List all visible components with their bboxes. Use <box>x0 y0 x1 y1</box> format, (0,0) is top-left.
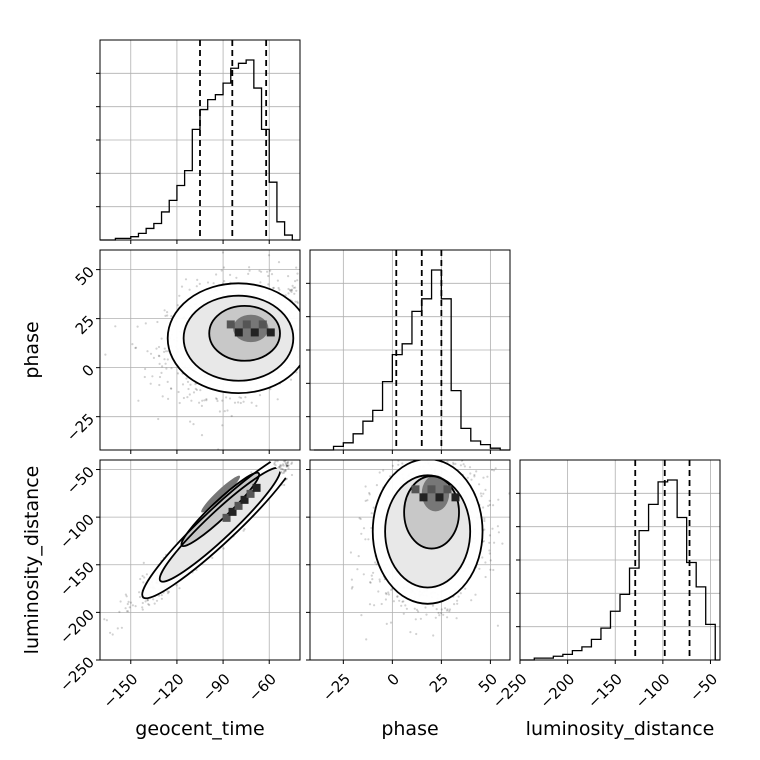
joint-panel-phase_vs_geocent_time <box>96 249 301 454</box>
histogram-phase <box>313 269 510 451</box>
xtick-label-luminosity_distance: −200 <box>537 670 579 712</box>
density-pixel <box>228 507 237 516</box>
xtick-label-geocent_time: −60 <box>245 670 280 705</box>
density-pixel <box>252 483 261 492</box>
contour-line-1 <box>182 294 295 382</box>
xtick-label-phase: −25 <box>319 670 354 705</box>
hist-panel-luminosity_distance <box>516 459 721 664</box>
contour-line-0 <box>371 460 484 605</box>
ytick-label-phase: 50 <box>72 263 98 289</box>
density-pixel <box>234 328 243 337</box>
xtick-label-luminosity_distance: −250 <box>489 670 531 712</box>
density-pixel <box>246 489 255 498</box>
xtick-label-geocent_time: −150 <box>100 670 142 712</box>
panel-frame <box>309 249 511 451</box>
density-pixel <box>242 320 251 329</box>
ytick-label-luminosity_distance: −200 <box>56 606 98 648</box>
density-fill <box>159 467 281 582</box>
xlabel-geocent_time: geocent_time <box>135 718 264 740</box>
density-pixel <box>234 501 243 510</box>
density-pixel <box>427 485 436 494</box>
contour-line-0 <box>166 282 300 395</box>
density-pixel <box>266 328 275 337</box>
contour-line-2 <box>208 304 281 362</box>
density-core <box>201 475 241 513</box>
ytick-label-phase: 0 <box>79 361 98 380</box>
ytick-label-luminosity_distance: −250 <box>56 653 98 695</box>
contour-line-1 <box>384 474 472 589</box>
hist-panel-phase <box>306 249 511 454</box>
ytick-label-phase: 25 <box>72 312 98 338</box>
density-pixel <box>226 320 235 329</box>
ytick-label-luminosity_distance: −150 <box>56 558 98 600</box>
density-pixel <box>435 493 444 502</box>
density-pixel <box>451 493 460 502</box>
density-pixel <box>443 485 452 494</box>
density-pixel <box>222 513 231 522</box>
density-pixel <box>240 495 249 504</box>
xtick-label-luminosity_distance: −150 <box>584 670 626 712</box>
ylabel-luminosity_distance: luminosity_distance <box>21 466 43 655</box>
ytick-label-luminosity_distance: −50 <box>63 463 98 498</box>
panel-frame <box>99 249 301 451</box>
xtick-label-geocent_time: −120 <box>146 670 188 712</box>
xtick-label-phase: 0 <box>384 670 403 689</box>
joint-panel-luminosity_distance_vs_phase <box>306 459 511 664</box>
ytick-label-phase: −25 <box>63 410 98 445</box>
density-pixel <box>250 328 259 337</box>
joint-panel-luminosity_distance_vs_geocent_time <box>96 450 301 664</box>
contour-line-2 <box>403 475 460 550</box>
density-pixel <box>258 320 267 329</box>
histogram-geocent_time <box>100 59 300 241</box>
density-pixel <box>419 493 428 502</box>
panel-frame <box>99 459 301 661</box>
ylabel-phase: phase <box>21 321 43 378</box>
xtick-label-geocent_time: −90 <box>199 670 234 705</box>
panel-frame <box>99 39 301 241</box>
panel-frame <box>309 459 511 661</box>
panel-frame <box>519 459 721 661</box>
xlabel-phase: phase <box>381 718 438 740</box>
xtick-label-luminosity_distance: −100 <box>632 670 674 712</box>
xtick-label-phase: 25 <box>426 670 452 696</box>
hist-panel-geocent_time <box>96 39 301 244</box>
xtick-label-luminosity_distance: −50 <box>686 670 721 705</box>
density-pixel <box>411 485 420 494</box>
xlabel-luminosity_distance: luminosity_distance <box>526 718 715 740</box>
ytick-label-luminosity_distance: −100 <box>56 510 98 552</box>
